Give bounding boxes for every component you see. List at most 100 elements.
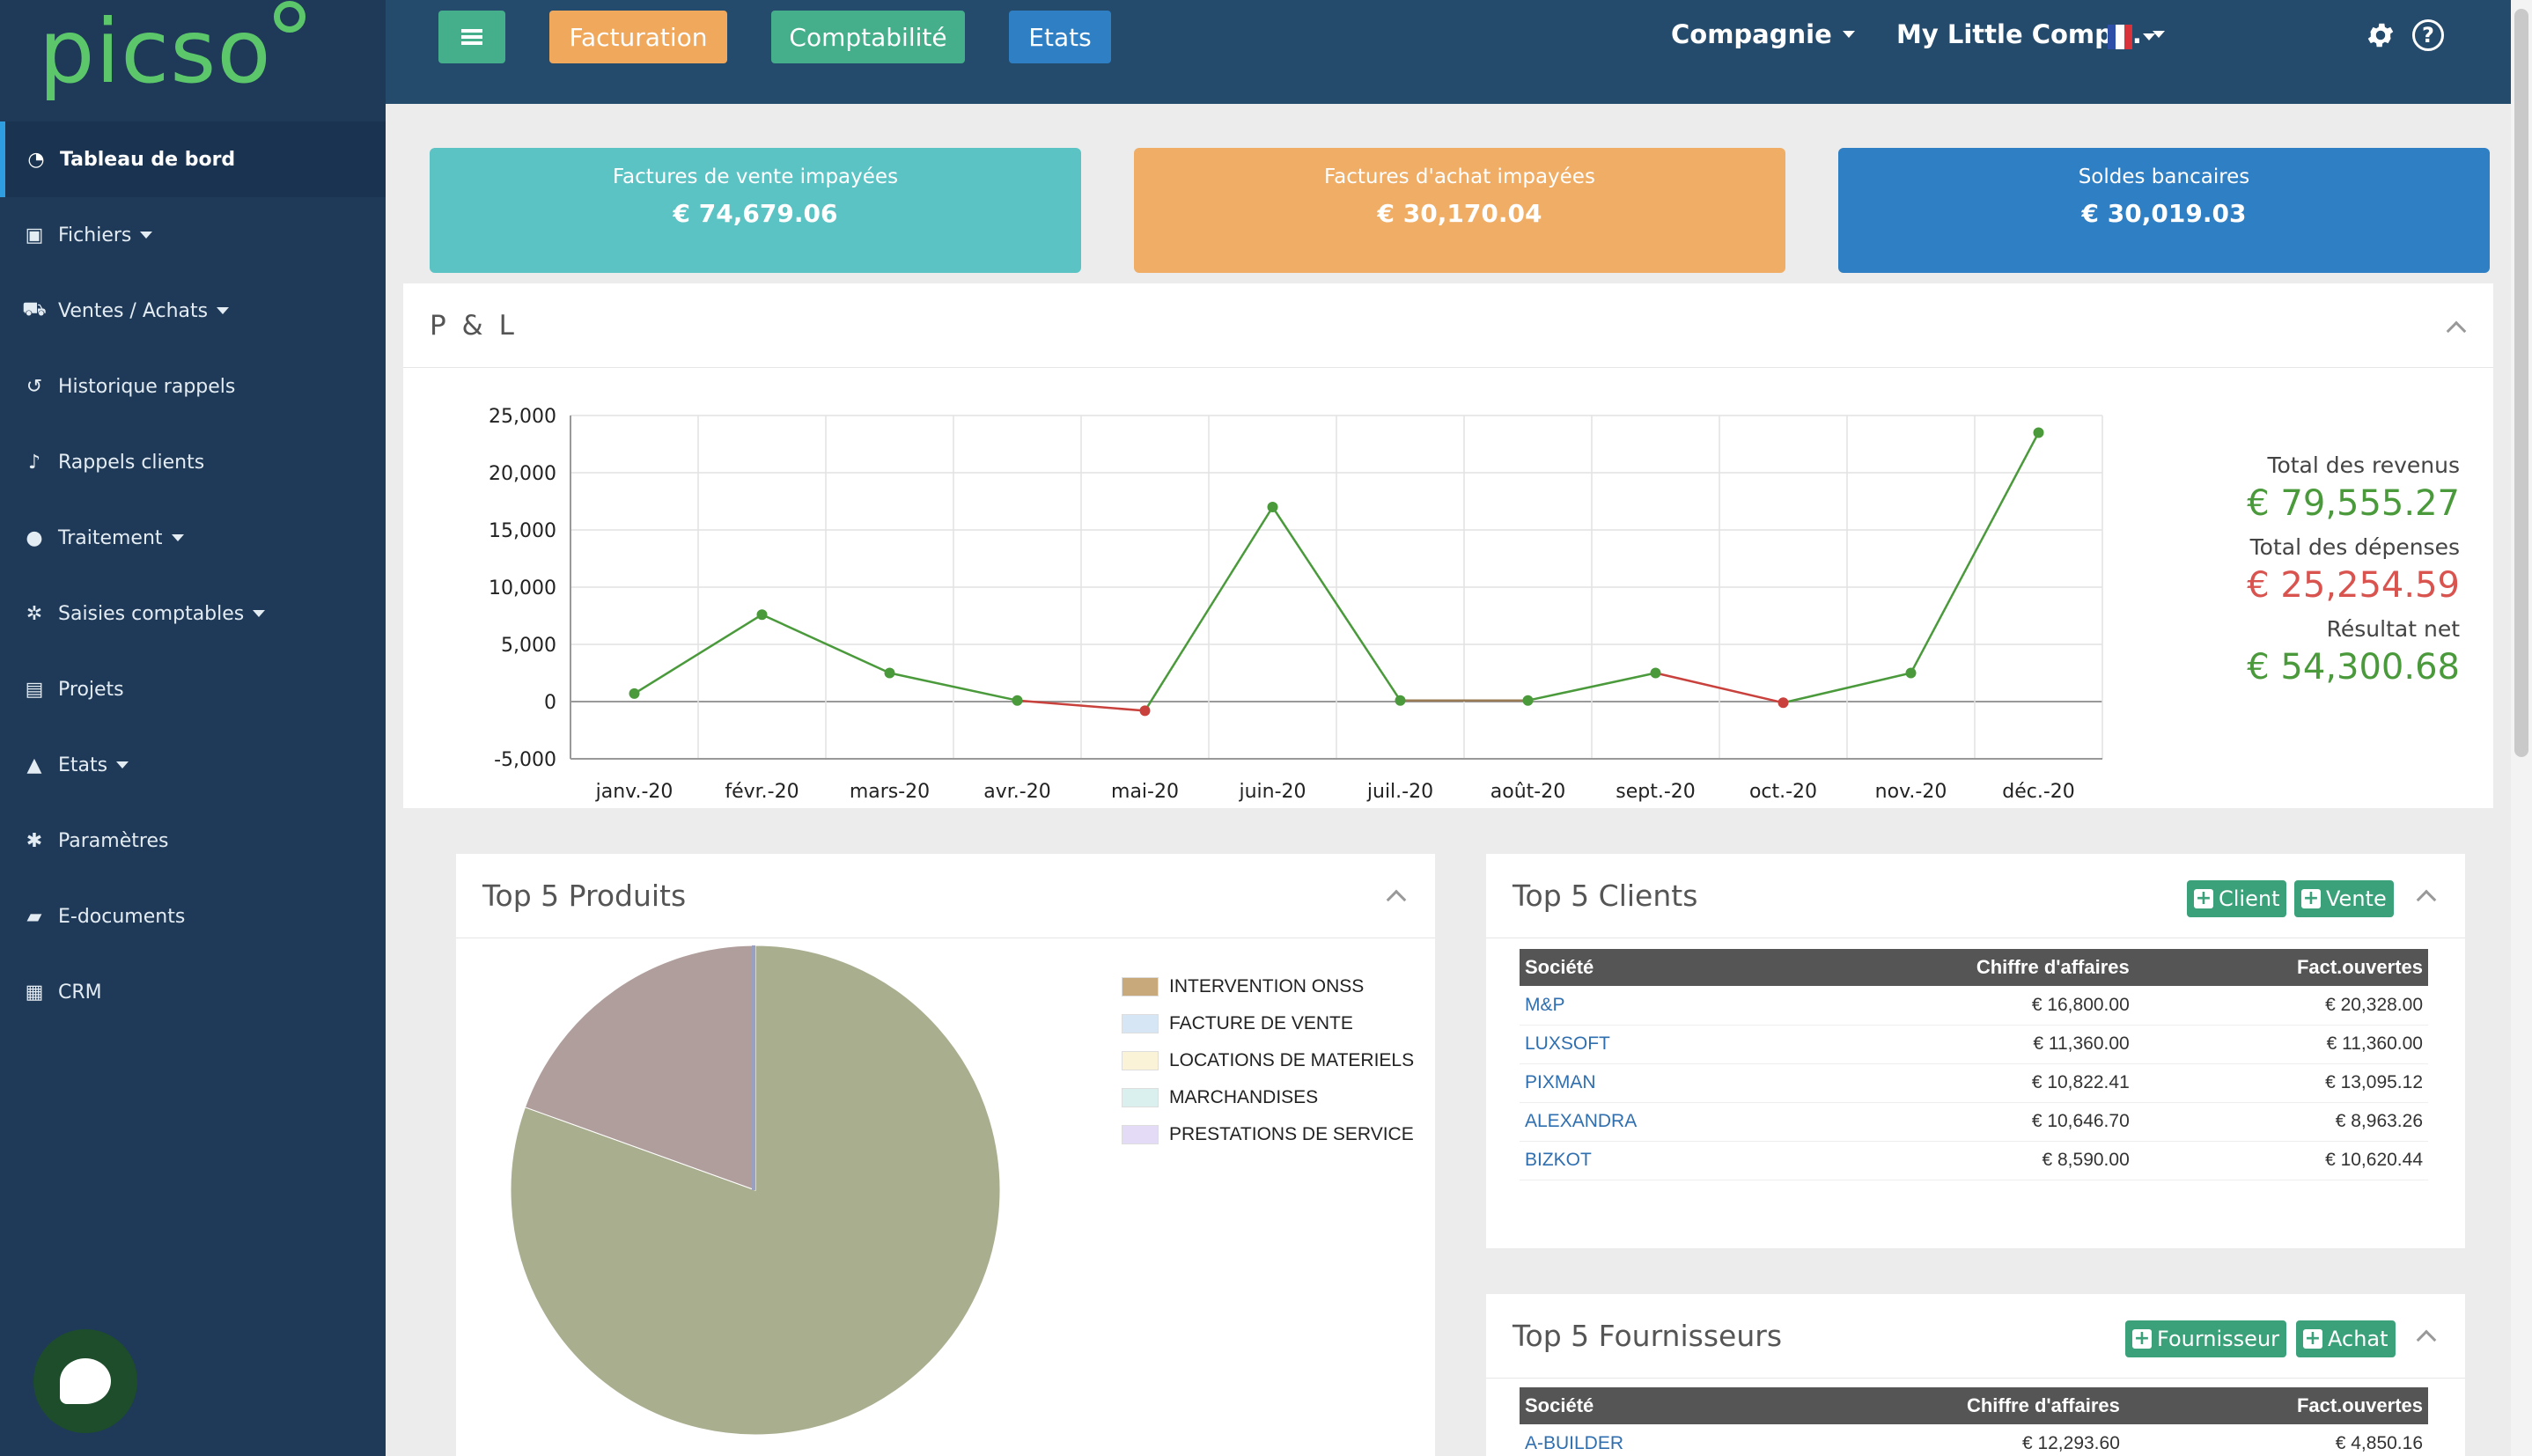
panel-title: Top 5 Fournisseurs bbox=[1513, 1319, 1783, 1353]
suppliers-table: Société Chiffre d'affaires Fact.ouvertes A-… bbox=[1520, 1387, 2428, 1456]
table-row: M&P € 16,800.00 € 20,328.00 bbox=[1520, 986, 2428, 1026]
sidebar-item-10[interactable]: ▰ E-documents bbox=[0, 879, 386, 954]
caret-down-icon bbox=[217, 307, 230, 314]
column-header[interactable]: Société bbox=[1520, 949, 1784, 986]
amount-cell: € 12,293.60 bbox=[1762, 1424, 2125, 1456]
folder-icon: ▰ bbox=[26, 905, 42, 928]
company-selector-dropdown[interactable]: My Little Comp... bbox=[1896, 19, 2165, 49]
sidebar-item-4[interactable]: ♪ Rappels clients bbox=[0, 424, 386, 500]
amount-cell: € 8,963.26 bbox=[2134, 1102, 2428, 1142]
page-scrollbar[interactable] bbox=[2511, 0, 2532, 1456]
help-icon[interactable]: ? bbox=[2412, 19, 2444, 51]
french-flag-icon bbox=[2108, 25, 2132, 49]
net-result-value: € 54,300.68 bbox=[2247, 647, 2460, 688]
top-clients-header: Top 5 Clients + Client + Vente bbox=[1486, 854, 2465, 938]
legend-entry[interactable]: INTERVENTION ONSS bbox=[1122, 968, 1414, 1005]
legend-entry[interactable]: FACTURE DE VENTE bbox=[1122, 1005, 1414, 1042]
company-link[interactable]: PIXMAN bbox=[1520, 1063, 1784, 1103]
logo-ring-icon bbox=[273, 1, 305, 33]
collapse-chevron-icon[interactable] bbox=[1386, 889, 1407, 910]
x-tick-label: juin-20 bbox=[1238, 781, 1306, 803]
sidebar-item-label: Historique rappels bbox=[58, 375, 236, 398]
x-tick-label: mai-20 bbox=[1111, 781, 1179, 803]
column-header[interactable]: Fact.ouvertes bbox=[2124, 1387, 2428, 1424]
pl-title: P & L bbox=[403, 283, 2493, 368]
pie-slice[interactable] bbox=[510, 945, 1001, 1436]
table-row: ALEXANDRA € 10,646.70 € 8,963.26 bbox=[1520, 1102, 2428, 1142]
legend-label: MARCHANDISES bbox=[1169, 1087, 1319, 1107]
company-link[interactable]: M&P bbox=[1520, 986, 1784, 1026]
series-segment bbox=[889, 672, 1018, 702]
legend-entry[interactable]: MARCHANDISES bbox=[1122, 1079, 1414, 1116]
sidebar-item-7[interactable]: ▤ Projets bbox=[0, 651, 386, 727]
sidebar-item-0[interactable]: ◔ Tableau de bord bbox=[0, 121, 386, 197]
top-products-header: Top 5 Produits bbox=[456, 854, 1435, 938]
column-header[interactable]: Fact.ouvertes bbox=[2134, 949, 2428, 986]
panel-title: Top 5 Clients bbox=[1513, 879, 1698, 913]
add-supplier-button[interactable]: + Fournisseur bbox=[2125, 1320, 2287, 1357]
kpi-unpaid-purchases[interactable]: Factures d'achat impayées € 30,170.04 bbox=[1134, 148, 1785, 273]
chat-button[interactable] bbox=[33, 1329, 137, 1433]
x-tick-label: oct.-20 bbox=[1749, 781, 1817, 803]
projects-icon: ▤ bbox=[25, 678, 44, 701]
sidebar-item-6[interactable]: ✲ Saisies comptables bbox=[0, 576, 386, 651]
series-segment bbox=[1783, 672, 1911, 704]
legend-entry[interactable]: PRESTATIONS DE SERVICE bbox=[1122, 1116, 1414, 1153]
amount-cell: € 10,646.70 bbox=[1783, 1102, 2135, 1142]
sidebar-item-1[interactable]: ▣ Fichiers bbox=[0, 197, 386, 273]
column-header[interactable]: Chiffre d'affaires bbox=[1762, 1387, 2125, 1424]
net-result-label: Résultat net bbox=[2326, 616, 2460, 642]
gear-icon: ✱ bbox=[26, 829, 43, 852]
sidebar-item-8[interactable]: ▲ Etats bbox=[0, 727, 386, 803]
amount-cell: € 11,360.00 bbox=[1783, 1025, 2135, 1064]
add-purchase-label: Achat bbox=[2328, 1327, 2388, 1351]
collapse-chevron-icon[interactable] bbox=[2416, 1329, 2437, 1350]
etats-button[interactable]: Etats bbox=[1009, 11, 1111, 63]
x-tick-label: août-20 bbox=[1490, 781, 1565, 803]
compagnie-dropdown[interactable]: Compagnie bbox=[1671, 19, 1855, 49]
data-point bbox=[1012, 695, 1023, 706]
sidebar-item-2[interactable]: ⛟ Ventes / Achats bbox=[0, 273, 386, 349]
column-header[interactable]: Chiffre d'affaires bbox=[1783, 949, 2135, 986]
add-client-button[interactable]: + Client bbox=[2187, 880, 2287, 917]
caret-down-icon bbox=[2143, 33, 2155, 40]
card-icon: ▦ bbox=[25, 981, 44, 1004]
column-header[interactable]: Société bbox=[1520, 1387, 1763, 1424]
kpi-bank-balances[interactable]: Soldes bancaires € 30,019.03 bbox=[1838, 148, 2490, 273]
company-link[interactable]: ALEXANDRA bbox=[1520, 1102, 1784, 1142]
kpi-value: € 30,170.04 bbox=[1377, 199, 1542, 228]
table-row: LUXSOFT € 11,360.00 € 11,360.00 bbox=[1520, 1025, 2428, 1064]
sidebar-item-5[interactable]: ● Traitement bbox=[0, 500, 386, 576]
comptabilite-button[interactable]: Comptabilité bbox=[771, 11, 965, 63]
pie-slice[interactable] bbox=[524, 945, 756, 1191]
add-sale-button[interactable]: + Vente bbox=[2294, 880, 2394, 917]
cart-icon: ⛟ bbox=[22, 298, 47, 320]
sidebar-item-3[interactable]: ↺ Historique rappels bbox=[0, 349, 386, 424]
top-suppliers-header: Top 5 Fournisseurs + Fournisseur + Achat bbox=[1486, 1294, 2465, 1379]
kpi-value: € 30,019.03 bbox=[2081, 199, 2247, 228]
language-dropdown[interactable] bbox=[2108, 25, 2155, 49]
chat-icon bbox=[60, 1358, 111, 1404]
sidebar-item-11[interactable]: ▦ CRM bbox=[0, 954, 386, 1030]
settings-gear-icon[interactable] bbox=[2365, 19, 2396, 51]
logo[interactable]: picso bbox=[39, 0, 305, 104]
series-segment bbox=[1271, 506, 1402, 702]
collapse-chevron-icon[interactable] bbox=[2416, 889, 2437, 910]
amount-cell: € 4,850.16 bbox=[2124, 1424, 2428, 1456]
series-segment bbox=[761, 614, 891, 674]
company-link[interactable]: LUXSOFT bbox=[1520, 1025, 1784, 1064]
sidebar-item-label: Paramètres bbox=[58, 829, 169, 852]
company-link[interactable]: A-BUILDER bbox=[1520, 1424, 1763, 1456]
add-purchase-button[interactable]: + Achat bbox=[2296, 1320, 2396, 1357]
company-link[interactable]: BIZKOT bbox=[1520, 1141, 1784, 1180]
scrollbar-thumb[interactable] bbox=[2514, 9, 2528, 757]
kpi-unpaid-sales[interactable]: Factures de vente impayées € 74,679.06 bbox=[430, 148, 1081, 273]
legend-entry[interactable]: LOCATIONS DE MATERIELS bbox=[1122, 1042, 1414, 1079]
menu-toggle-button[interactable] bbox=[438, 11, 505, 63]
panel-title: Top 5 Produits bbox=[482, 879, 687, 913]
history-icon: ↺ bbox=[26, 375, 43, 398]
facturation-button[interactable]: Facturation bbox=[549, 11, 727, 63]
y-tick-label: 20,000 bbox=[489, 463, 556, 485]
pl-panel: P & L 25,000 20,000 15,000 10,000 5,000 0 -5,0… bbox=[403, 283, 2493, 808]
sidebar-item-9[interactable]: ✱ Paramètres bbox=[0, 803, 386, 879]
